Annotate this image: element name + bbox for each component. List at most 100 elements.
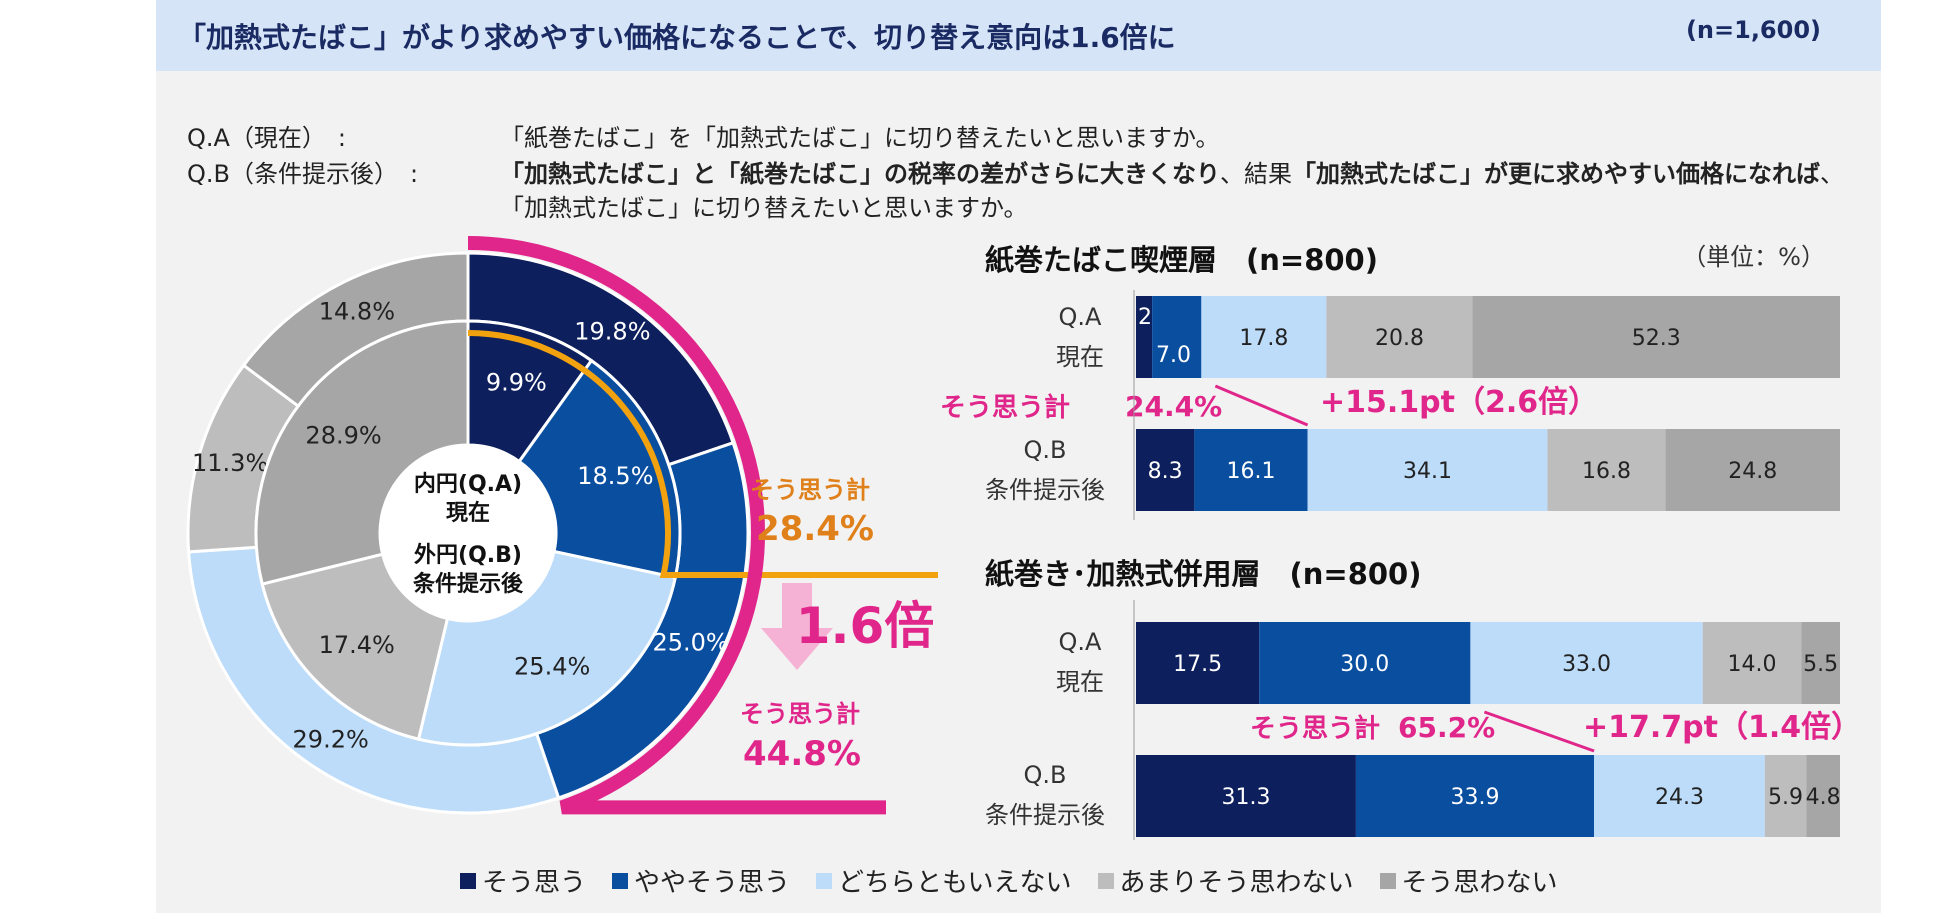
inner-total-highlight	[467, 330, 938, 579]
bar-value-label: 8.3	[1148, 459, 1183, 484]
legend-swatch-2	[612, 872, 629, 889]
bar-segment	[1806, 755, 1840, 837]
bar-value-label: 14.0	[1728, 652, 1777, 677]
outer-slice-label: 29.2%	[293, 726, 369, 754]
bar-value-label: 52.3	[1632, 326, 1681, 351]
g2-qb-label2: 条件提示後	[985, 801, 1105, 829]
bar-segment	[1259, 622, 1471, 704]
donut-annotations: そう思う計 28.4% そう思う計 44.8% 1.6倍	[740, 476, 934, 774]
legend: そう思う ややそう思う どちらともいえない あまりそう思わない そう思わない	[460, 862, 1558, 899]
legend-item: どちらともいえない	[816, 862, 1072, 899]
legend-item: そう思わない	[1379, 862, 1558, 899]
bar-value-label: 4.8	[1806, 785, 1841, 810]
stacked-bar-charts: 紙巻たばこ喫煙層 (n=800) （単位：%） 紙巻き･加熱式併用層 (n=80…	[940, 243, 1861, 840]
title-bar: 「加熱式たばこ」がより求めやすい価格になることで、切り替え意向は1.6倍に (n…	[156, 0, 1881, 71]
bar-segment	[1136, 296, 1153, 378]
bar-value-label: 20.8	[1375, 326, 1424, 351]
bar-value-label: 17.8	[1239, 326, 1288, 351]
ratio-label: 1.6倍	[796, 597, 935, 655]
g2-connector-line	[1483, 710, 1595, 753]
bar-value-label: 34.1	[1403, 459, 1452, 484]
outer-total-highlight	[467, 236, 886, 815]
bar-segment	[1594, 755, 1765, 837]
bar-segment	[1702, 622, 1802, 704]
outer-slice-label: 25.0%	[652, 628, 728, 656]
g2-qa-label2: 現在	[1056, 668, 1104, 696]
g1-total-label: そう思う計	[940, 392, 1070, 423]
legend-item: あまりそう思わない	[1097, 862, 1354, 899]
g1-qa-label1: Q.A	[1059, 303, 1103, 331]
group2-title: 紙巻き･加熱式併用層 (n=800)	[985, 557, 1422, 591]
page-title: 「加熱式たばこ」がより求めやすい価格になることで、切り替え意向は1.6倍に	[178, 21, 1176, 54]
bar-value-label: 7.0	[1156, 343, 1191, 368]
inner-slice-label: 9.9%	[486, 369, 547, 397]
bar-value-label: 31.3	[1221, 785, 1270, 810]
g2-total-label: そう思う計	[1250, 713, 1380, 744]
outer-slice-label: 14.8%	[319, 297, 395, 325]
legend-swatch-3	[816, 872, 833, 889]
g2-total-value: 65.2%	[1398, 711, 1495, 744]
legend-swatch-1	[460, 872, 476, 889]
bar-segment	[1764, 755, 1807, 837]
qb-text-bold1: 「加熱式たばこ」と「紙巻たばこ」の税率の差がさらに大きくなり	[500, 160, 1220, 188]
legend-swatch-5	[1379, 872, 1396, 889]
inner-total-label: そう思う計	[750, 476, 870, 504]
donut-center-text: 内円(Q.A)	[414, 472, 522, 497]
inner-slice-label: 25.4%	[514, 653, 590, 681]
qa-text: 「紙巻たばこ」を「加熱式たばこ」に切り替えたいと思いますか。	[500, 124, 1220, 152]
bar-value-label: 17.5	[1173, 652, 1222, 677]
bar-segment	[1326, 296, 1473, 378]
g2-diff: +17.7pt（1.4倍）	[1583, 710, 1861, 745]
donut-center-text: 現在	[446, 500, 490, 526]
qb-text: 「加熱式たばこ」と「紙巻たばこ」の税率の差がさらに大きくなり、結果「加熱式たばこ…	[500, 154, 1844, 189]
bar-value-label: 33.9	[1451, 785, 1500, 810]
g1-diff: +15.1pt（2.6倍）	[1320, 385, 1598, 420]
bar-value-label: 16.1	[1226, 459, 1275, 484]
group1-title: 紙巻たばこ喫煙層 (n=800)	[985, 243, 1378, 277]
bar-segment	[1201, 296, 1327, 378]
unit-label: （単位：%）	[1682, 243, 1825, 271]
g1-qb-label1: Q.B	[1024, 436, 1067, 464]
bar-segment	[1136, 755, 1356, 837]
qb-text-bold2: 「加熱式たばこ」が更に求めやすい価格になれば	[1292, 160, 1820, 188]
outer-total-value: 44.8%	[743, 734, 861, 774]
g1-qb-label2: 条件提示後	[985, 476, 1105, 504]
inner-slice-label: 28.9%	[305, 422, 381, 450]
legend-item: そう思う	[460, 862, 586, 899]
bar-segment	[1547, 429, 1666, 511]
legend-label: どちらともいえない	[838, 868, 1072, 898]
bar-value-label: 24.3	[1655, 785, 1704, 810]
g1-connector-line	[1214, 384, 1309, 427]
qb-text-line2: 「加熱式たばこ」に切り替えたいと思いますか。	[500, 194, 1028, 222]
outer-slice-label: 19.8%	[574, 317, 650, 345]
bar-value-label: 33.0	[1562, 652, 1611, 677]
bar-value-label: 24.8	[1728, 459, 1777, 484]
inner-total-value: 28.4%	[756, 509, 874, 549]
donut-chart: 19.8% 25.0% 29.2% 11.3% 14.8% 9.9% 18.5% 25.4% 1…	[186, 236, 938, 815]
bar-value-label: 5.5	[1803, 652, 1838, 677]
legend-item: ややそう思う	[612, 862, 790, 899]
qb-text-end: 、	[1820, 160, 1844, 188]
bar-segment	[1152, 296, 1202, 378]
bar-segment	[1307, 429, 1548, 511]
bar-segment	[1136, 429, 1195, 511]
legend-label: あまりそう思わない	[1119, 868, 1354, 898]
legend-label: そう思う	[482, 868, 587, 898]
bar-segment	[1470, 622, 1703, 704]
bar-segment	[1472, 296, 1840, 378]
bar-segment	[1194, 429, 1308, 511]
qb-label: Q.B（条件提示後） :	[187, 160, 419, 188]
g1-total-value: 24.4%	[1125, 390, 1222, 423]
bar-segment	[1355, 755, 1595, 837]
g1-qa-label2: 現在	[1056, 343, 1104, 371]
g2-qa-label1: Q.A	[1059, 628, 1103, 656]
g2-qb-label1: Q.B	[1024, 761, 1067, 789]
bar-segment	[1665, 429, 1840, 511]
donut-center	[380, 445, 556, 621]
sample-size: (n=1,600)	[1685, 16, 1821, 44]
inner-slice-label: 17.4%	[319, 631, 395, 659]
donut-center-text: 外円(Q.B)	[414, 542, 522, 568]
legend-label: ややそう思う	[634, 868, 791, 898]
outer-total-label: そう思う計	[740, 700, 860, 728]
